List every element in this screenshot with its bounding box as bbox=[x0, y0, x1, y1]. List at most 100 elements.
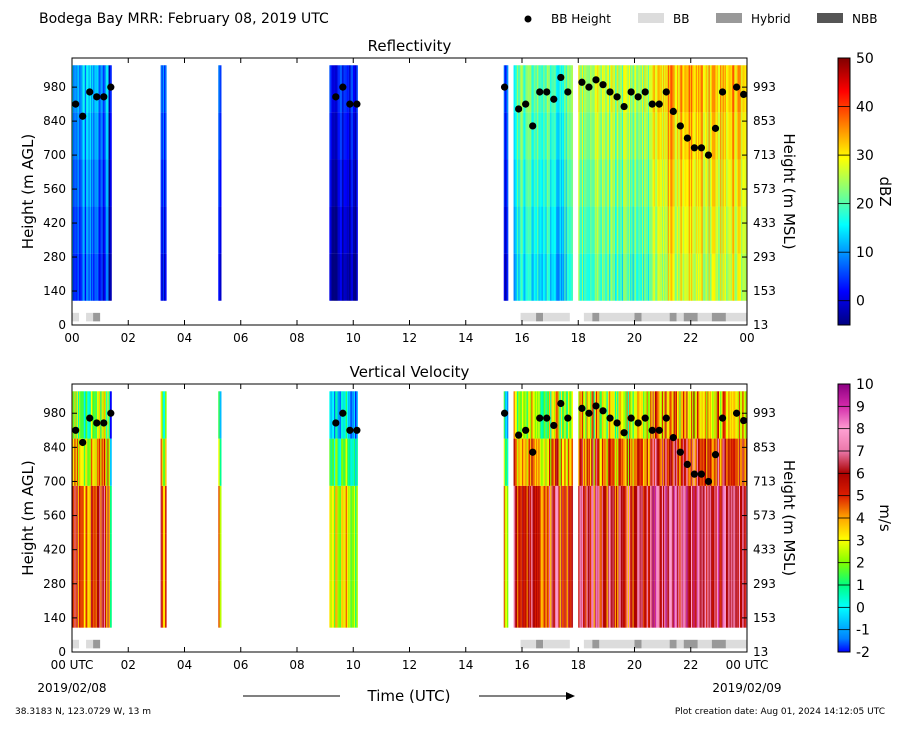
echo-cell bbox=[594, 159, 597, 207]
echo-cell bbox=[72, 438, 74, 486]
echo-cell bbox=[108, 206, 111, 254]
echo-cell bbox=[742, 159, 744, 207]
echo-cell bbox=[692, 391, 694, 439]
echo-cell bbox=[603, 65, 605, 113]
echo-cell bbox=[218, 438, 221, 486]
echo-cell bbox=[685, 65, 687, 113]
echo-cell bbox=[743, 533, 746, 581]
bb-type-segment bbox=[711, 312, 726, 322]
echo-cell bbox=[606, 112, 609, 160]
echo-cell bbox=[736, 438, 739, 486]
echo-cell bbox=[686, 206, 688, 254]
echo-cell bbox=[654, 206, 657, 254]
echo-cell bbox=[659, 159, 662, 207]
echo-cell bbox=[524, 253, 526, 301]
echo-cell bbox=[218, 159, 221, 207]
echo-cell bbox=[560, 533, 563, 581]
echo-cell bbox=[100, 253, 102, 301]
echo-cell bbox=[682, 438, 685, 486]
echo-cell bbox=[623, 533, 625, 581]
echo-cell bbox=[545, 159, 548, 207]
bb-type-segment bbox=[520, 312, 537, 322]
echo-cell bbox=[513, 485, 516, 534]
echo-cell bbox=[698, 438, 700, 486]
echo-cell bbox=[339, 112, 342, 160]
echo-cell bbox=[563, 485, 565, 534]
echo-cell bbox=[657, 391, 659, 439]
echo-cell bbox=[560, 580, 563, 628]
x-tick-label: 14 bbox=[458, 658, 473, 672]
echo-cell bbox=[537, 485, 539, 534]
echo-cell bbox=[75, 533, 78, 581]
echo-cell bbox=[702, 485, 705, 534]
echo-cell bbox=[735, 159, 737, 207]
echo-cell bbox=[625, 391, 628, 439]
echo-cell bbox=[659, 65, 662, 113]
echo-cell bbox=[552, 580, 555, 628]
echo-cell bbox=[624, 485, 626, 534]
echo-cell bbox=[668, 253, 671, 301]
echo-cell bbox=[684, 391, 686, 439]
echo-cell bbox=[615, 485, 618, 534]
echo-cell bbox=[632, 159, 635, 207]
colorbar-tick-label: 6 bbox=[856, 466, 865, 482]
echo-cell bbox=[593, 580, 596, 628]
echo-cell bbox=[699, 438, 701, 486]
echo-cell bbox=[651, 206, 653, 254]
echo-cell bbox=[505, 438, 508, 486]
echo-cell bbox=[341, 253, 343, 301]
echo-cell bbox=[661, 206, 664, 254]
echo-cell bbox=[74, 206, 76, 254]
echo-cell bbox=[698, 580, 700, 628]
echo-cell bbox=[634, 485, 637, 534]
echo-cell bbox=[744, 159, 747, 207]
echo-cell bbox=[660, 65, 663, 113]
echo-cell bbox=[544, 580, 546, 628]
echo-cell bbox=[556, 206, 558, 254]
echo-cell bbox=[532, 533, 535, 581]
echo-cell bbox=[105, 580, 107, 628]
echo-cell bbox=[613, 580, 616, 628]
echo-cell bbox=[608, 206, 611, 254]
echo-cell bbox=[96, 159, 99, 207]
echo-cell bbox=[163, 112, 166, 160]
bb-height-point bbox=[676, 122, 684, 130]
echo-cell bbox=[688, 391, 691, 439]
echo-cell bbox=[692, 253, 694, 301]
echo-cell bbox=[105, 112, 107, 160]
echo-cell bbox=[553, 112, 556, 160]
echo-cell bbox=[336, 580, 338, 628]
echo-cell bbox=[526, 533, 529, 581]
echo-cell bbox=[569, 391, 571, 439]
bb-height-point bbox=[613, 419, 621, 427]
echo-cell bbox=[710, 112, 713, 160]
echo-cell bbox=[715, 206, 718, 254]
echo-cell bbox=[537, 580, 539, 628]
echo-cell bbox=[605, 438, 607, 486]
echo-cell bbox=[579, 206, 582, 254]
bb-height-point bbox=[72, 426, 80, 434]
echo-cell bbox=[587, 159, 590, 207]
echo-cell bbox=[660, 391, 663, 439]
echo-cell bbox=[538, 253, 540, 301]
echo-cell bbox=[92, 206, 94, 254]
echo-cell bbox=[618, 580, 620, 628]
echo-cell bbox=[617, 253, 619, 301]
echo-cell bbox=[703, 206, 706, 254]
echo-cell bbox=[79, 580, 81, 628]
echo-cell bbox=[94, 580, 96, 628]
echo-cell bbox=[334, 206, 336, 254]
echo-cell bbox=[592, 580, 594, 628]
echo-cell bbox=[703, 112, 706, 160]
echo-cell bbox=[650, 580, 652, 628]
echo-cell bbox=[672, 206, 674, 254]
echo-cell bbox=[161, 580, 164, 628]
echo-cell bbox=[625, 65, 628, 113]
echo-cell bbox=[503, 112, 506, 160]
echo-cell bbox=[687, 485, 690, 534]
echo-cell bbox=[673, 253, 676, 301]
echo-cell bbox=[537, 65, 539, 113]
echo-cell bbox=[569, 533, 571, 581]
echo-cell bbox=[544, 533, 546, 581]
echo-cell bbox=[599, 533, 602, 581]
